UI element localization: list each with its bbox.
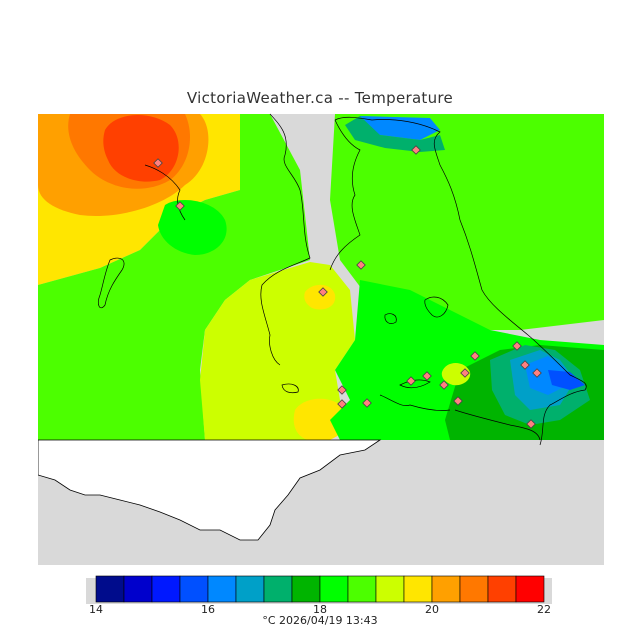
station-marker <box>470 351 480 361</box>
station-marker <box>526 419 536 429</box>
colorbar-tick-label: 22 <box>537 603 551 616</box>
colorbar <box>86 575 552 604</box>
south-land <box>38 439 382 541</box>
field-east-green <box>330 114 604 330</box>
colorbar-swatch <box>459 575 489 603</box>
colorbar-swatch <box>375 575 405 603</box>
contour-fill <box>38 114 604 565</box>
station-marker <box>153 158 163 168</box>
colorbar-swatch <box>95 575 125 603</box>
colorbar-tick-label: 20 <box>425 603 439 616</box>
colorbar-swatch <box>319 575 349 603</box>
field-yellow-mid <box>304 284 336 310</box>
station-marker <box>520 360 530 370</box>
colorbar-swatch <box>347 575 377 603</box>
station-marker <box>175 201 185 211</box>
station-marker <box>453 396 463 406</box>
colorbar-tick-label: 18 <box>313 603 327 616</box>
map-title: VictoriaWeather.ca -- Temperature <box>186 89 454 107</box>
colorbar-swatch <box>515 575 545 603</box>
station-marker <box>356 260 366 270</box>
colorbar-swatch <box>151 575 181 603</box>
weather-stations <box>153 145 542 429</box>
colorbar-swatch <box>263 575 293 603</box>
field-north-cyan <box>360 116 440 140</box>
colorbar-footer: °C 2026/04/19 13:43 <box>262 614 378 627</box>
station-marker <box>532 368 542 378</box>
colorbar-swatch <box>431 575 461 603</box>
colorbar-swatch <box>403 575 433 603</box>
colorbar-swatch <box>207 575 237 603</box>
station-marker <box>460 368 470 378</box>
field-green-west <box>38 114 310 440</box>
station-marker <box>439 380 449 390</box>
colorbar-tick-label: 14 <box>89 603 103 616</box>
station-marker <box>512 341 522 351</box>
colorbar-swatch <box>179 575 209 603</box>
field-green-blob <box>158 200 227 255</box>
field-north-teal <box>345 116 445 152</box>
station-marker <box>318 287 328 297</box>
station-marker <box>406 376 416 386</box>
colorbar-swatch <box>123 575 153 603</box>
colorbar-swatch <box>487 575 517 603</box>
station-marker <box>411 145 421 155</box>
colorbar-swatch <box>291 575 321 603</box>
field-yellow-south <box>293 398 348 442</box>
field-east-blue2 <box>548 370 585 390</box>
station-marker <box>337 399 347 409</box>
station-marker <box>362 398 372 408</box>
station-marker <box>422 371 432 381</box>
field-yellow-east <box>441 363 471 386</box>
station-marker <box>337 385 347 395</box>
colorbar-swatch <box>235 575 265 603</box>
colorbar-tick-label: 16 <box>201 603 215 616</box>
